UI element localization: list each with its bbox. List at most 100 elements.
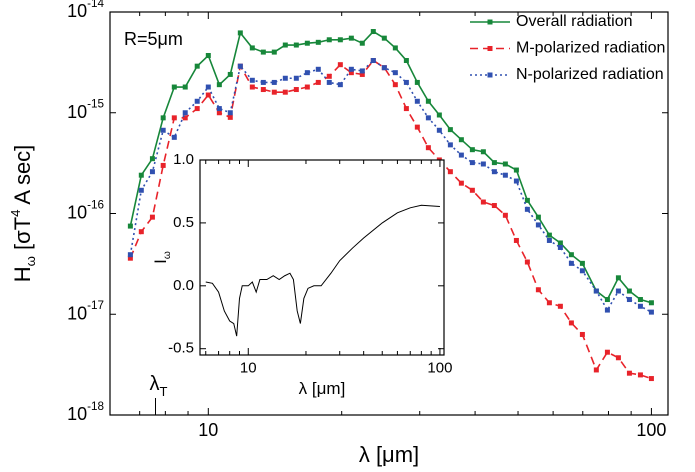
data-point	[271, 89, 277, 95]
label-part: ω	[23, 256, 38, 266]
tick-label-base: 10	[67, 303, 87, 323]
data-point	[359, 68, 365, 74]
tick-label-base: 10	[67, 404, 87, 424]
data-point	[194, 63, 200, 69]
data-point	[160, 127, 166, 133]
data-point	[216, 110, 222, 116]
data-point	[615, 275, 621, 281]
data-point	[626, 370, 632, 376]
legend-marker	[487, 72, 493, 78]
label-part: I	[151, 259, 170, 264]
data-point	[480, 199, 486, 205]
data-point	[127, 252, 133, 258]
data-point	[138, 172, 144, 178]
data-point	[171, 84, 177, 90]
data-point	[579, 260, 585, 266]
data-point	[546, 237, 552, 243]
data-point	[337, 82, 343, 88]
data-point	[194, 106, 200, 112]
data-point	[194, 98, 200, 104]
axis-label: Iω	[151, 251, 173, 264]
data-point	[513, 167, 519, 173]
data-point	[205, 92, 211, 98]
data-point	[149, 169, 155, 175]
tick-label-exp: -15	[87, 98, 104, 111]
data-point	[171, 115, 177, 121]
data-point	[359, 40, 365, 46]
y-tick-label: -0.5	[168, 340, 194, 357]
data-point	[637, 372, 643, 378]
x-tick-label: 10	[240, 359, 257, 376]
data-point	[260, 49, 266, 55]
y-tick-label: 10-15	[67, 98, 104, 122]
data-point	[524, 197, 530, 203]
x-tick-label: 100	[427, 359, 452, 376]
data-point	[370, 58, 376, 64]
data-point	[315, 79, 321, 85]
data-point	[227, 71, 233, 77]
data-point	[392, 82, 398, 88]
data-point	[557, 244, 563, 250]
data-point	[425, 115, 431, 121]
data-point	[326, 37, 332, 43]
tick-label-base: 10	[67, 202, 87, 222]
data-point	[282, 75, 288, 81]
axis-label: Hω [σT4 A sec]	[8, 145, 38, 283]
legend-label: Overall radiation	[516, 13, 633, 30]
data-point	[216, 106, 222, 112]
data-point	[149, 214, 155, 220]
tick-label-base: 0.0	[173, 277, 194, 294]
data-point	[271, 79, 277, 85]
data-point	[282, 42, 288, 48]
data-point	[469, 187, 475, 193]
data-point	[469, 160, 475, 166]
data-point	[458, 137, 464, 143]
data-point	[579, 268, 585, 274]
tick-label-exp: -17	[87, 299, 104, 312]
x-axis-label: λ [μm]	[359, 442, 419, 467]
data-point	[304, 40, 310, 46]
data-point	[568, 260, 574, 266]
data-point	[315, 66, 321, 72]
data-point	[648, 300, 654, 306]
y-tick-label: 1.0	[173, 151, 194, 168]
legend-label: N-polarized radiation	[516, 66, 664, 83]
data-point	[524, 206, 530, 212]
data-point	[637, 297, 643, 303]
data-point	[260, 87, 266, 93]
data-point	[502, 172, 508, 178]
data-point	[546, 232, 552, 238]
data-point	[480, 149, 486, 155]
data-point	[348, 70, 354, 76]
data-point	[237, 63, 243, 69]
data-point	[348, 35, 354, 41]
data-point	[326, 79, 332, 85]
data-point	[149, 156, 155, 162]
x-tick-label: 10	[198, 420, 218, 440]
data-point	[370, 29, 376, 35]
y-tick-label: 10-16	[67, 198, 104, 222]
y-tick-label: 10-14	[67, 0, 104, 21]
data-point	[604, 349, 610, 355]
tick-label-exp: -14	[87, 0, 104, 10]
series-line	[205, 204, 440, 337]
data-point	[447, 169, 453, 175]
annotation: R=5μm	[124, 29, 183, 49]
plot-frame	[199, 159, 445, 356]
data-point	[348, 66, 354, 72]
data-point	[502, 212, 508, 218]
data-point	[304, 84, 310, 90]
tick-label-base: -0.5	[168, 340, 194, 357]
data-point	[414, 98, 420, 104]
data-point	[260, 79, 266, 85]
y-tick-label: 10-18	[67, 400, 104, 424]
data-point	[282, 89, 288, 95]
data-point	[304, 70, 310, 76]
data-point	[436, 112, 442, 118]
data-point	[182, 110, 188, 116]
data-point	[425, 98, 431, 104]
annotation-sub: T	[159, 384, 167, 399]
label-part: H	[10, 266, 35, 282]
y-tick-label: 0.0	[173, 277, 194, 294]
data-point	[182, 84, 188, 90]
